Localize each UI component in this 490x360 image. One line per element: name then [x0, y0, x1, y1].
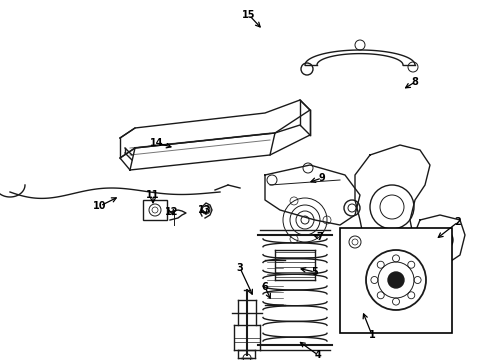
Bar [340, 228, 452, 333]
Text: 8: 8 [412, 77, 418, 87]
Text: 5: 5 [312, 267, 318, 277]
Text: 3: 3 [237, 263, 244, 273]
Text: 15: 15 [242, 10, 256, 20]
Text: 12: 12 [165, 207, 179, 217]
Text: 14: 14 [150, 138, 164, 148]
Text: 7: 7 [317, 232, 323, 242]
Text: 13: 13 [198, 205, 212, 215]
Text: 1: 1 [368, 330, 375, 340]
Text: 4: 4 [315, 350, 321, 360]
Text: 11: 11 [146, 190, 160, 200]
Text: 2: 2 [455, 217, 462, 227]
Text: 6: 6 [262, 282, 269, 292]
Circle shape [388, 272, 404, 288]
Bar [143, 200, 167, 220]
Text: 10: 10 [93, 201, 107, 211]
Text: 9: 9 [318, 173, 325, 183]
